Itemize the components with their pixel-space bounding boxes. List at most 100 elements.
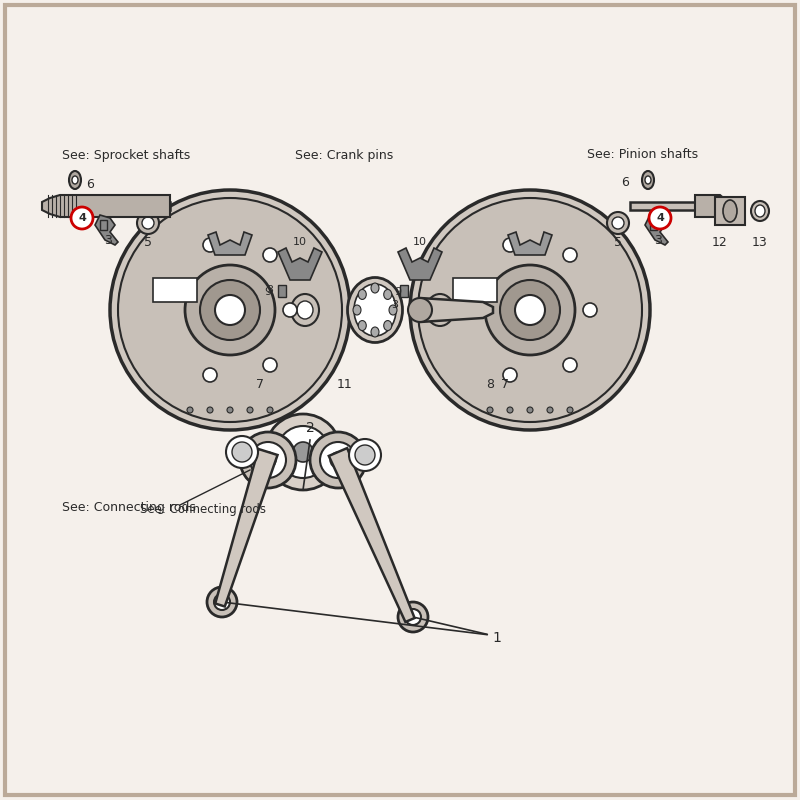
Polygon shape [398, 248, 442, 280]
Ellipse shape [612, 217, 624, 229]
Circle shape [567, 407, 573, 413]
Text: See: Connecting rods: See: Connecting rods [140, 503, 266, 517]
Text: 11: 11 [337, 378, 353, 391]
Circle shape [118, 198, 342, 422]
Circle shape [283, 303, 297, 317]
Bar [715, 197, 745, 225]
Text: 12: 12 [712, 235, 728, 249]
Ellipse shape [347, 278, 402, 342]
Ellipse shape [389, 305, 397, 315]
Polygon shape [630, 202, 740, 210]
Circle shape [310, 432, 366, 488]
Circle shape [405, 609, 421, 625]
Circle shape [410, 190, 650, 430]
Circle shape [408, 298, 432, 322]
Circle shape [203, 368, 217, 382]
Circle shape [71, 207, 93, 229]
Circle shape [277, 426, 329, 478]
Circle shape [263, 248, 277, 262]
Circle shape [398, 602, 428, 632]
Circle shape [265, 414, 341, 490]
Ellipse shape [358, 290, 366, 299]
Ellipse shape [69, 171, 81, 189]
Text: 6: 6 [86, 178, 94, 191]
Circle shape [507, 407, 513, 413]
Text: 5: 5 [144, 235, 152, 249]
Circle shape [320, 442, 356, 478]
Ellipse shape [291, 294, 319, 326]
Ellipse shape [755, 205, 765, 217]
Text: 2: 2 [306, 421, 314, 435]
Circle shape [563, 248, 577, 262]
Polygon shape [278, 248, 322, 280]
Text: 3: 3 [654, 234, 662, 246]
Ellipse shape [384, 321, 392, 330]
Ellipse shape [358, 321, 366, 330]
Circle shape [250, 442, 286, 478]
Circle shape [563, 358, 577, 372]
Text: 10: 10 [413, 237, 427, 247]
Text: See: Sprocket shafts: See: Sprocket shafts [62, 149, 190, 162]
Circle shape [247, 407, 253, 413]
Circle shape [515, 295, 545, 325]
Ellipse shape [384, 290, 392, 299]
Circle shape [203, 238, 217, 252]
Ellipse shape [426, 294, 454, 326]
Circle shape [583, 303, 597, 317]
Polygon shape [695, 195, 728, 217]
Bar [400, 285, 408, 297]
Ellipse shape [645, 176, 651, 184]
Bar [100, 220, 107, 230]
Circle shape [267, 407, 273, 413]
Text: 7: 7 [256, 378, 264, 391]
Ellipse shape [607, 212, 629, 234]
Circle shape [227, 407, 233, 413]
Circle shape [527, 407, 533, 413]
Ellipse shape [432, 301, 448, 319]
Polygon shape [508, 232, 552, 255]
Circle shape [240, 432, 296, 488]
Circle shape [349, 439, 381, 471]
Polygon shape [215, 449, 278, 606]
Text: 9: 9 [265, 287, 271, 297]
Ellipse shape [751, 201, 769, 221]
Text: See: Crank pins: See: Crank pins [295, 149, 394, 162]
Text: See: Pinion shafts: See: Pinion shafts [587, 149, 698, 162]
Polygon shape [60, 202, 170, 210]
Circle shape [500, 280, 560, 340]
Text: 3: 3 [266, 285, 274, 295]
Circle shape [547, 407, 553, 413]
Ellipse shape [723, 200, 737, 222]
Text: 9: 9 [394, 287, 402, 297]
Text: 4: 4 [656, 213, 664, 223]
Text: 3: 3 [391, 300, 398, 310]
Ellipse shape [354, 284, 396, 336]
Circle shape [649, 207, 671, 229]
Text: 10: 10 [293, 237, 307, 247]
Ellipse shape [297, 301, 313, 319]
Ellipse shape [72, 176, 78, 184]
Circle shape [207, 587, 237, 617]
Polygon shape [329, 448, 414, 622]
Polygon shape [645, 215, 668, 245]
Circle shape [418, 198, 642, 422]
Circle shape [185, 265, 275, 355]
Text: 1: 1 [493, 631, 502, 645]
Bar [278, 285, 286, 297]
Circle shape [260, 452, 276, 468]
Circle shape [503, 368, 517, 382]
Ellipse shape [142, 217, 154, 229]
Circle shape [263, 358, 277, 372]
Ellipse shape [371, 327, 379, 337]
Text: See: Connecting rods: See: Connecting rods [62, 502, 196, 514]
Text: 8: 8 [486, 378, 494, 391]
Bar [153, 278, 197, 302]
Text: 4: 4 [78, 213, 86, 223]
Text: 3: 3 [104, 234, 112, 246]
Circle shape [200, 280, 260, 340]
Ellipse shape [353, 305, 361, 315]
Text: 6: 6 [621, 175, 629, 189]
Circle shape [214, 594, 230, 610]
Bar [453, 278, 497, 302]
Circle shape [330, 452, 346, 468]
